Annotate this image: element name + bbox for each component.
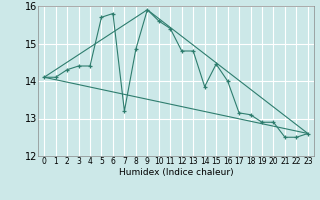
X-axis label: Humidex (Indice chaleur): Humidex (Indice chaleur): [119, 168, 233, 177]
